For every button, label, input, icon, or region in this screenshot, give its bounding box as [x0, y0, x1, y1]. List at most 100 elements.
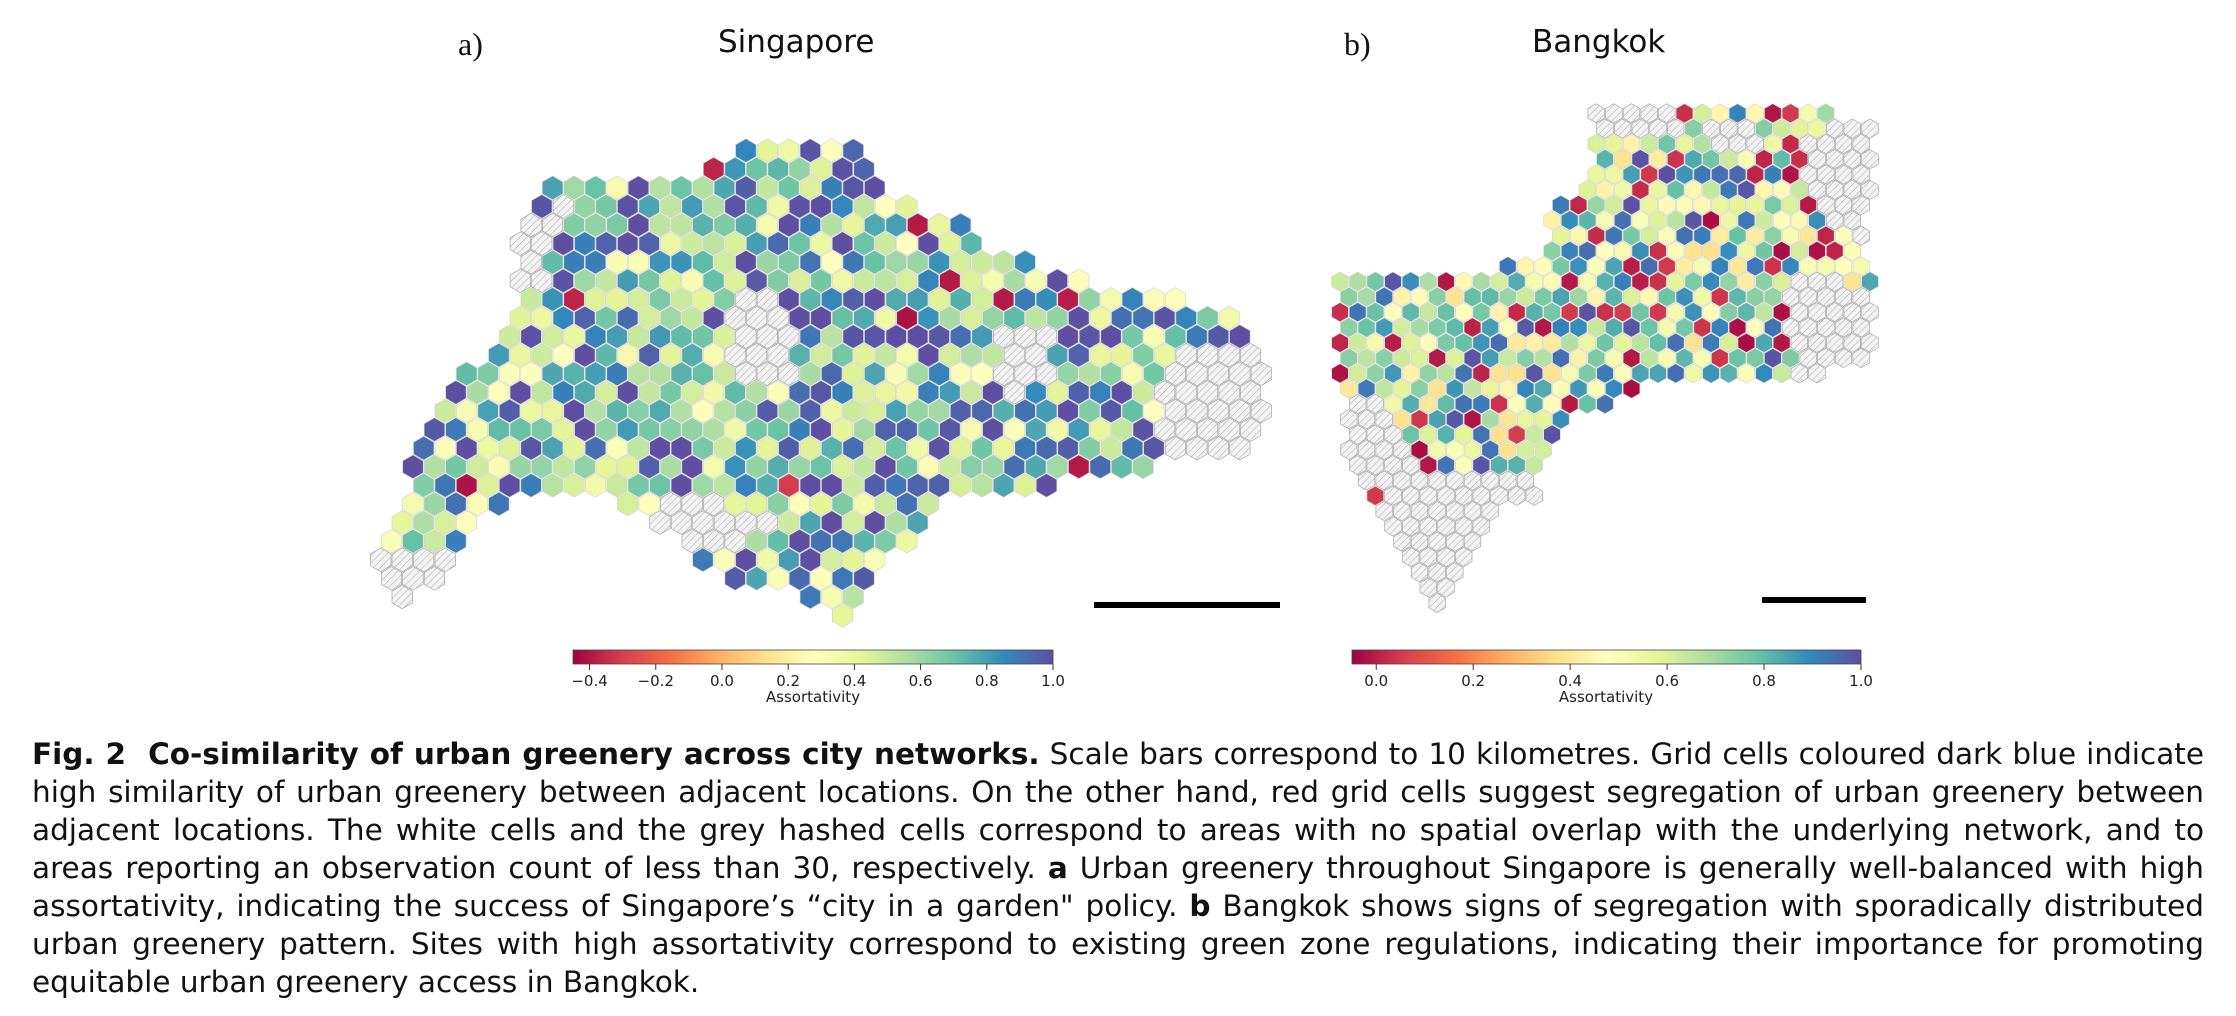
bangkok-colorbar-label: Assortativity [1559, 688, 1653, 706]
hex-cell [413, 547, 435, 572]
hex-cell [1068, 268, 1090, 293]
panel-b-label: b) [1344, 26, 1371, 62]
hex-cell [670, 324, 692, 349]
hex-cell [853, 343, 875, 368]
hex-cell [971, 250, 993, 275]
hex-cell [1808, 149, 1826, 170]
hex-cell [1089, 305, 1111, 331]
hex-cell [724, 343, 746, 368]
hex-cell [832, 454, 853, 479]
hex-cell [821, 436, 843, 461]
hex-cell [778, 473, 800, 498]
hex-cell [1667, 179, 1685, 200]
hex-cell [907, 473, 929, 498]
hex-cell [842, 250, 864, 275]
hex-cell [1100, 361, 1122, 386]
hex-cell [1605, 348, 1623, 369]
hex-cell [660, 305, 682, 331]
hex-cell [488, 417, 510, 442]
hex-cell [563, 398, 585, 424]
hex-cell [574, 380, 596, 405]
hex-cell [563, 324, 585, 349]
hex-cell [810, 157, 832, 182]
hex-cell [1552, 286, 1570, 307]
hex-cell [756, 398, 778, 424]
hex-cell [381, 529, 402, 554]
hex-cell [1834, 317, 1853, 338]
hex-cell [982, 268, 1004, 293]
hex-cell [1826, 179, 1844, 200]
hex-cell [1552, 195, 1570, 216]
hex-cell [1622, 164, 1641, 185]
hex-cell [1614, 241, 1632, 261]
hex-cell [713, 175, 735, 200]
hex-cell [1684, 118, 1702, 139]
hex-cell [681, 343, 703, 368]
hex-cell [1596, 118, 1614, 139]
hex-cell [1472, 424, 1490, 445]
hex-cell [1437, 363, 1455, 384]
hex-cell [1446, 501, 1464, 522]
hex-cell [1534, 409, 1552, 430]
hex-cell [896, 417, 918, 442]
hex-cell [703, 417, 725, 442]
hex-cell [638, 380, 660, 405]
hex-cell [627, 436, 649, 461]
hex-cell [531, 343, 553, 368]
hex-cell [842, 473, 864, 498]
hex-cell [767, 454, 789, 479]
hex-cell [789, 194, 811, 219]
hex-cell [1499, 256, 1517, 277]
hex-cell [1525, 424, 1543, 445]
hex-cell [1605, 103, 1623, 124]
hex-cell [1490, 424, 1508, 445]
hex-cell [1614, 363, 1632, 384]
hex-cell [982, 305, 1004, 331]
hex-cell [778, 324, 800, 349]
hex-cell [1702, 149, 1720, 170]
hex-cell [1808, 332, 1826, 353]
hex-cell [821, 138, 843, 163]
hex-cell [1197, 343, 1219, 368]
hex-cell [1693, 103, 1711, 124]
hex-cell [1366, 424, 1384, 445]
hex-cell [939, 417, 961, 442]
caption-text: Scale bars correspond to 10 kilometres. … [32, 737, 2204, 885]
hex-cell [542, 212, 564, 238]
hex-cell [1340, 286, 1358, 307]
hex-cell [842, 138, 864, 163]
hex-cell [1132, 454, 1154, 479]
hex-cell [1003, 305, 1025, 331]
hex-cell [874, 343, 896, 368]
hex-cell [767, 231, 789, 256]
hex-cell [1569, 225, 1588, 246]
hex-cell [1229, 361, 1251, 386]
hex-cell [1684, 179, 1702, 200]
hex-cell [1587, 317, 1605, 338]
hex-cell [1525, 302, 1543, 323]
hex-cell [692, 398, 714, 424]
hex-cell [1781, 164, 1800, 185]
hex-cell [1516, 378, 1535, 399]
hex-cell [703, 343, 725, 368]
hex-cell [456, 436, 478, 461]
hex-cell [595, 454, 617, 479]
hex-cell [896, 380, 918, 405]
hex-cell [703, 529, 725, 554]
hex-cell [746, 380, 768, 405]
hex-cell [1773, 271, 1791, 292]
hex-cell [1843, 302, 1861, 323]
hex-cell [1834, 133, 1853, 154]
hex-cell [692, 287, 714, 312]
hex-cell [1640, 225, 1658, 246]
hex-cell [1164, 324, 1186, 349]
hex-cell [606, 473, 628, 498]
hex-cell [1154, 343, 1176, 368]
hex-cell [466, 417, 488, 442]
hex-cell [939, 268, 961, 293]
hex-cell [670, 361, 692, 386]
hex-cell [606, 175, 628, 200]
hex-cell [799, 473, 821, 498]
hex-cell [1737, 149, 1755, 170]
hex-cell [1446, 348, 1464, 369]
